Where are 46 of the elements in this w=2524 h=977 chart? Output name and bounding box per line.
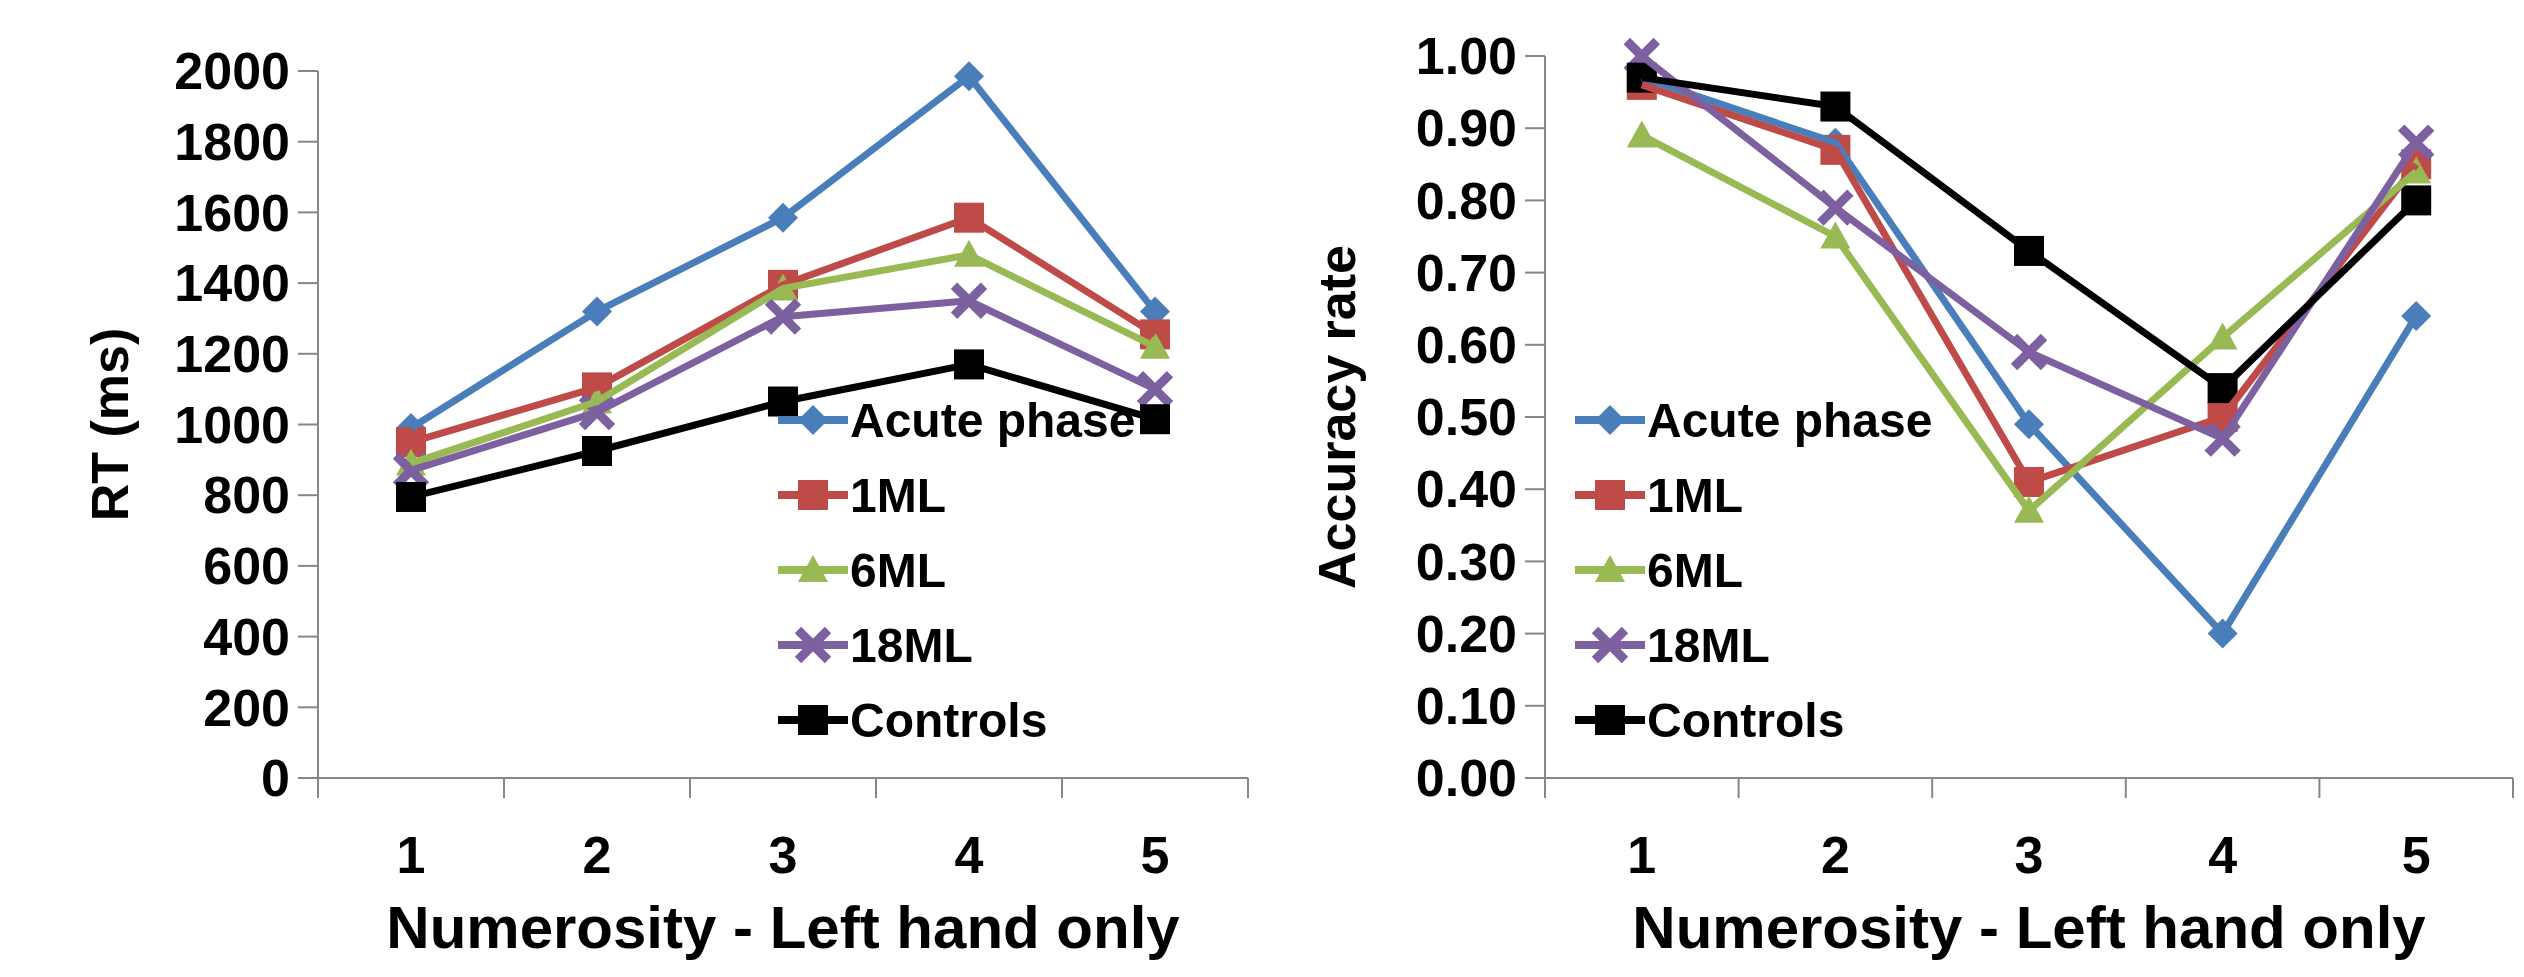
x-tick-label: 1 — [396, 826, 426, 884]
x-tick-label: 1 — [1627, 826, 1657, 884]
y-tick-label: 0.10 — [1415, 677, 1517, 735]
x-tick-label: 2 — [1820, 826, 1850, 884]
legend-label: 1ML — [1647, 468, 1743, 522]
y-tick-label: 200 — [203, 678, 290, 737]
legend-label: Controls — [850, 693, 1048, 747]
y-tick-label: 1.00 — [1415, 27, 1517, 86]
y-tick-label: 0.00 — [1415, 749, 1517, 808]
x-tick-label: 3 — [2014, 826, 2044, 884]
legend-label: 6ML — [850, 543, 946, 597]
legend-label: Acute phase — [850, 393, 1136, 447]
legend-label: 1ML — [850, 468, 946, 522]
y-tick-label: 1600 — [174, 183, 290, 242]
y-tick-label: 0.30 — [1415, 532, 1517, 591]
y-axis-title: RT (ms) — [81, 327, 139, 522]
legend-label: 18ML — [1647, 618, 1770, 672]
y-tick-label: 1400 — [174, 254, 290, 313]
y-tick-label: 0.60 — [1415, 316, 1517, 374]
y-tick-label: 0.70 — [1415, 243, 1517, 302]
x-tick-label: 4 — [2208, 826, 2238, 884]
y-tick-label: 2000 — [174, 42, 290, 101]
y-tick-label: 0.90 — [1415, 99, 1517, 158]
x-tick-label: 5 — [2401, 826, 2431, 884]
y-tick-label: 0 — [261, 749, 290, 808]
y-tick-label: 0.40 — [1415, 460, 1517, 519]
legend-label: Acute phase — [1647, 393, 1933, 447]
y-tick-label: 800 — [203, 466, 290, 525]
y-tick-label: 600 — [203, 537, 290, 596]
y-tick-label: 400 — [203, 607, 290, 666]
x-tick-label: 5 — [1140, 826, 1170, 884]
y-tick-label: 1000 — [174, 395, 290, 454]
y-axis-title: Accuracy rate — [1308, 245, 1366, 589]
y-tick-label: 0.20 — [1415, 604, 1517, 663]
legend-label: 18ML — [850, 618, 973, 672]
legend-label: 6ML — [1647, 543, 1743, 597]
y-tick-label: 1200 — [174, 325, 290, 383]
x-tick-label: 4 — [954, 826, 984, 884]
y-tick-label: 0.80 — [1415, 171, 1517, 230]
x-tick-label: 3 — [768, 826, 798, 884]
x-axis-title: Numerosity - Left hand only — [1632, 894, 2427, 961]
legend-label: Controls — [1647, 693, 1845, 747]
x-tick-label: 2 — [582, 826, 612, 884]
y-tick-label: 0.50 — [1415, 388, 1517, 447]
y-tick-label: 1800 — [174, 112, 290, 171]
x-axis-title: Numerosity - Left hand only — [386, 894, 1181, 961]
